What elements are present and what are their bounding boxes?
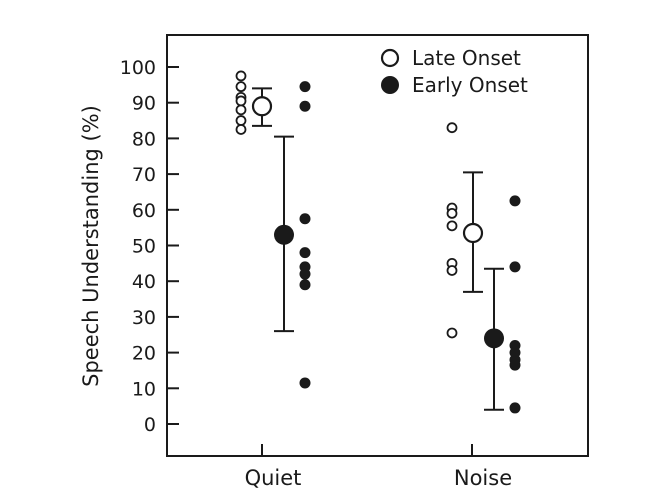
y-tick-label: 100 — [120, 57, 156, 79]
y-tick-label: 10 — [132, 378, 156, 400]
early-onset-quiet-mean — [274, 224, 294, 245]
legend-late-onset-label: Late Onset — [412, 46, 521, 70]
y-axis-title: Speech Understanding (%) — [79, 105, 103, 387]
late-onset-noise-point — [446, 207, 458, 219]
early-onset-quiet-point — [299, 213, 311, 225]
late-onset-quiet-point — [235, 115, 247, 126]
late-onset-quiet-point — [235, 124, 247, 135]
early-onset-quiet-point — [299, 81, 311, 93]
y-tick-label: 70 — [132, 164, 156, 186]
late-onset-quiet-point — [235, 95, 247, 107]
early-onset-quiet-point — [299, 100, 311, 112]
late-onset-noise-mean — [462, 222, 484, 244]
data-marks — [235, 70, 521, 414]
legend-early-onset-label: Early Onset — [412, 73, 528, 97]
early-onset-quiet-point — [299, 377, 311, 389]
early-onset-noise-mean — [484, 328, 504, 349]
y-tick-label: 20 — [132, 343, 156, 365]
legend-early-onset-marker — [381, 76, 399, 94]
early-onset-quiet-point — [299, 268, 311, 280]
x-category-label-noise: Noise — [454, 466, 512, 490]
early-onset-noise-point — [509, 402, 521, 414]
y-tick-label: 30 — [132, 307, 156, 329]
late-onset-noise-point — [446, 265, 458, 276]
late-onset-quiet-point — [235, 104, 247, 116]
early-onset-quiet-point — [299, 247, 311, 259]
x-axis: Quiet Noise — [245, 444, 512, 490]
y-axis: 0 10 20 30 40 50 60 70 80 90 100 — [120, 57, 179, 436]
legend-late-onset-marker — [380, 48, 400, 68]
late-onset-quiet-point — [235, 81, 247, 93]
early-onset-quiet-point — [299, 279, 311, 291]
early-onset-noise-point — [509, 261, 521, 273]
x-category-label-quiet: Quiet — [245, 466, 302, 490]
y-tick-label: 40 — [132, 271, 156, 293]
late-onset-quiet-mean — [251, 96, 273, 117]
y-tick-label: 50 — [132, 236, 156, 258]
y-tick-label: 80 — [132, 128, 156, 150]
late-onset-noise-point — [446, 220, 458, 232]
y-tick-label: 90 — [132, 93, 156, 115]
late-onset-noise-point — [446, 327, 458, 339]
y-tick-label: 60 — [132, 200, 156, 222]
plot-frame — [166, 34, 589, 457]
late-onset-quiet-point — [235, 70, 247, 82]
early-onset-noise-point — [509, 359, 521, 371]
late-onset-noise-point — [446, 122, 458, 134]
early-onset-noise-point — [509, 195, 521, 207]
legend: Late Onset Early Onset — [380, 46, 528, 97]
y-tick-label: 0 — [144, 414, 156, 436]
